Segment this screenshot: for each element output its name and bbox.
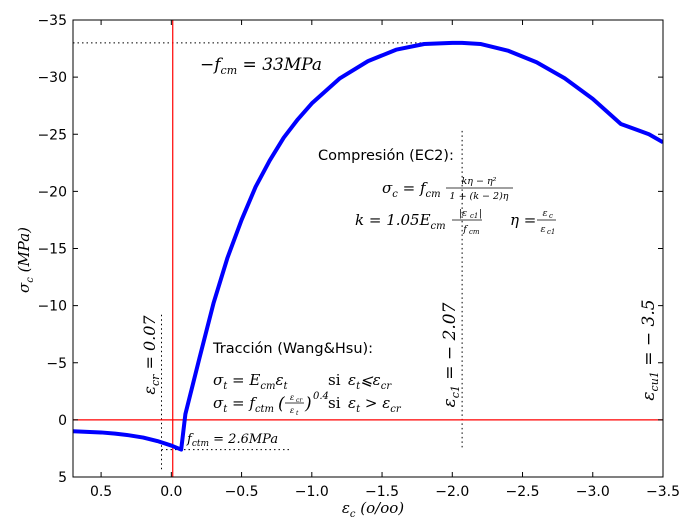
x-tick-label: −2.5 xyxy=(506,484,540,500)
svg-text:σc = fcm: σc = fcm xyxy=(382,179,441,200)
svg-text:ε: ε xyxy=(540,224,545,235)
annotations: −fcm = 33MPa Compresión (EC2): σc = fcm … xyxy=(140,55,661,449)
ticks: 0.5 0.0 −0.5 −1.0 −1.5 −2.0 −2.5 −3.0 −3.5 −35 −30… xyxy=(37,13,680,500)
x-tick-label: −1.5 xyxy=(365,484,399,500)
y-tick-label: −35 xyxy=(37,13,67,29)
fctm-label: fctm = 2.6MPa xyxy=(186,432,278,449)
x-tick-label: −1.0 xyxy=(295,484,329,500)
y-tick-label: −30 xyxy=(37,70,67,86)
x-tick-label: 0.5 xyxy=(90,484,112,500)
series-group xyxy=(73,40,663,452)
svg-text:k = 1.05Ecm: k = 1.05Ecm xyxy=(355,211,446,232)
y-tick-label: −20 xyxy=(37,184,67,200)
x-tick-label: −0.5 xyxy=(225,484,259,500)
x-tick-label: −3.0 xyxy=(576,484,610,500)
y-tick-label: 5 xyxy=(58,470,67,486)
svg-text:1 + (k − 2)η: 1 + (k − 2)η xyxy=(450,191,509,202)
svg-text:f: f xyxy=(462,224,468,235)
compression-eq2: k = 1.05Ecm |ε c1 | f cm xyxy=(355,208,482,236)
y-tick-label: −15 xyxy=(37,242,67,258)
eps-cu1-label: εcu1 = − 3.5 xyxy=(639,299,661,400)
y-tick-label: −25 xyxy=(37,127,67,143)
y-axis-title: σc (MPa) xyxy=(15,227,36,293)
tension-title: Tracción (Wang&Hsu): xyxy=(212,341,373,357)
eps-c1-label: εc1 = − 2.07 xyxy=(440,302,462,407)
svg-text:c1: c1 xyxy=(547,228,555,236)
svg-text:|ε: |ε xyxy=(459,208,467,219)
fcm-label: −fcm = 33MPa xyxy=(200,55,322,77)
eps-cr-label: εcr = 0.07 xyxy=(140,315,162,395)
y-tick-label: −5 xyxy=(46,356,67,372)
svg-text:ε: ε xyxy=(290,406,294,415)
svg-text:|: | xyxy=(479,208,482,219)
reference-lines xyxy=(73,20,663,477)
svg-text:ε: ε xyxy=(290,393,294,402)
svg-text:c1: c1 xyxy=(470,212,478,220)
y-tick-label: −10 xyxy=(37,299,67,315)
compression-eq3: η = ε c ε c1 xyxy=(510,208,556,236)
svg-text:t: t xyxy=(296,410,299,417)
svg-text:0.4: 0.4 xyxy=(313,391,329,402)
compression-title: Compresión (EC2): xyxy=(318,148,454,164)
svg-text:cm: cm xyxy=(469,228,480,236)
axis-titles: σc (MPa) εc (o/oo) xyxy=(15,227,404,520)
x-tick-label: 0.0 xyxy=(160,484,182,500)
guide-lines xyxy=(73,42,463,472)
svg-text:(: ( xyxy=(278,394,285,414)
tension-eq1: σt = Ecmεt si εt⩽εcr xyxy=(213,371,392,393)
series-line-0 xyxy=(73,40,663,452)
svg-text:kη − η²: kη − η² xyxy=(462,176,497,187)
svg-text:ε: ε xyxy=(542,208,547,219)
compression-eq1: σc = fcm kη − η² 1 + (k − 2)η xyxy=(382,176,513,202)
x-axis-title: εc (o/oo) xyxy=(342,499,404,520)
y-tick-label: 0 xyxy=(58,413,67,429)
svg-text:cr: cr xyxy=(296,397,303,404)
svg-text:η =: η = xyxy=(510,211,536,229)
x-tick-label: −3.5 xyxy=(646,484,680,500)
svg-text:c: c xyxy=(549,212,553,220)
x-tick-label: −2.0 xyxy=(435,484,469,500)
svg-text:σt = fctm: σt = fctm xyxy=(213,394,274,415)
svg-text:): ) xyxy=(304,394,312,414)
tension-eq2: σt = fctm ( ε cr ε t ) 0.4 si εt > εcr xyxy=(213,391,402,417)
